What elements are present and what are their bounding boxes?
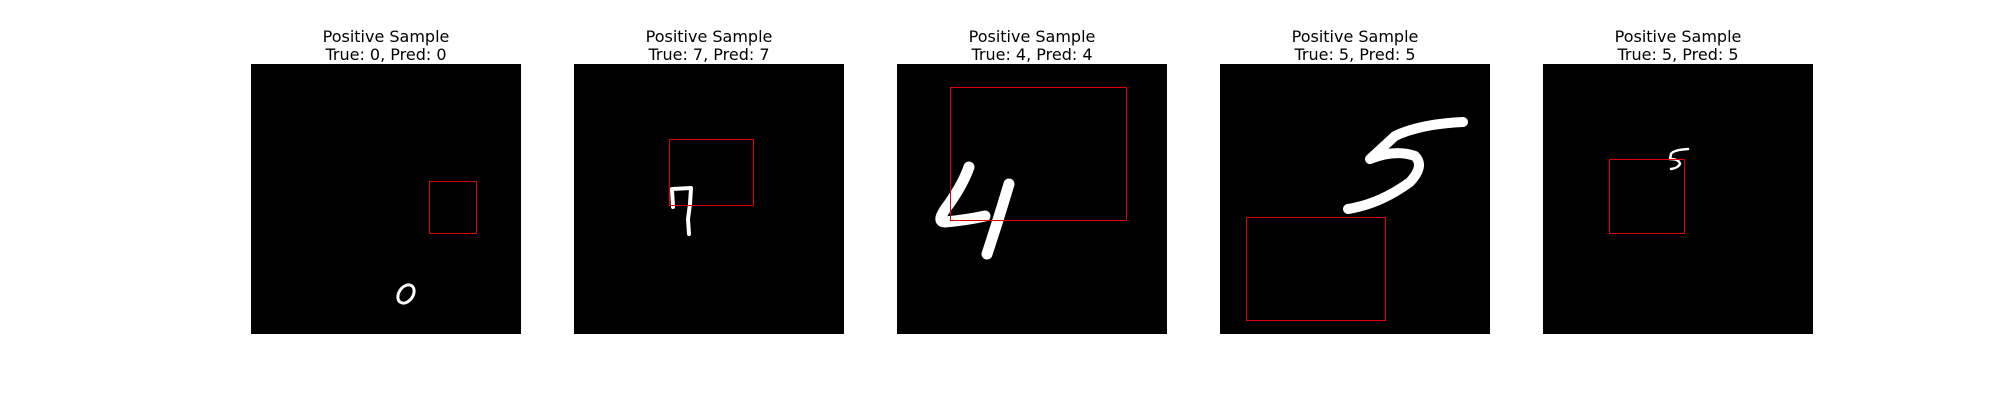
- bounding-box: [1609, 159, 1685, 234]
- panel-label: Positive Sample: [251, 28, 521, 46]
- panel-caption: True: 7, Pred: 7: [574, 46, 844, 64]
- panel-title: Positive Sample True: 4, Pred: 4: [897, 28, 1167, 64]
- bounding-box: [669, 139, 754, 206]
- digit-image: [251, 64, 521, 334]
- digit-image: [1543, 64, 1813, 334]
- panel-caption: True: 4, Pred: 4: [897, 46, 1167, 64]
- panel-caption: True: 0, Pred: 0: [251, 46, 521, 64]
- panel-title: Positive Sample True: 7, Pred: 7: [574, 28, 844, 64]
- panel-label: Positive Sample: [1543, 28, 1813, 46]
- panel-label: Positive Sample: [574, 28, 844, 46]
- bounding-box: [950, 87, 1127, 221]
- panel-label: Positive Sample: [897, 28, 1167, 46]
- digit-image: [1220, 64, 1490, 334]
- sample-panel-5: Positive Sample True: 5, Pred: 5: [1543, 28, 1813, 334]
- bounding-box: [1246, 217, 1386, 321]
- bounding-box: [429, 181, 477, 234]
- sample-panel-1: Positive Sample True: 0, Pred: 0: [251, 28, 521, 334]
- sample-panel-4: Positive Sample True: 5, Pred: 5: [1220, 28, 1490, 334]
- panel-title: Positive Sample True: 5, Pred: 5: [1220, 28, 1490, 64]
- panel-label: Positive Sample: [1220, 28, 1490, 46]
- panel-title: Positive Sample True: 5, Pred: 5: [1543, 28, 1813, 64]
- digit-image: [574, 64, 844, 334]
- sample-panel-2: Positive Sample True: 7, Pred: 7: [574, 28, 844, 334]
- panel-caption: True: 5, Pred: 5: [1543, 46, 1813, 64]
- sample-panel-3: Positive Sample True: 4, Pred: 4: [897, 28, 1167, 334]
- digit-image: [897, 64, 1167, 334]
- digit-glyph: [251, 64, 521, 334]
- panel-caption: True: 5, Pred: 5: [1220, 46, 1490, 64]
- panel-title: Positive Sample True: 0, Pred: 0: [251, 28, 521, 64]
